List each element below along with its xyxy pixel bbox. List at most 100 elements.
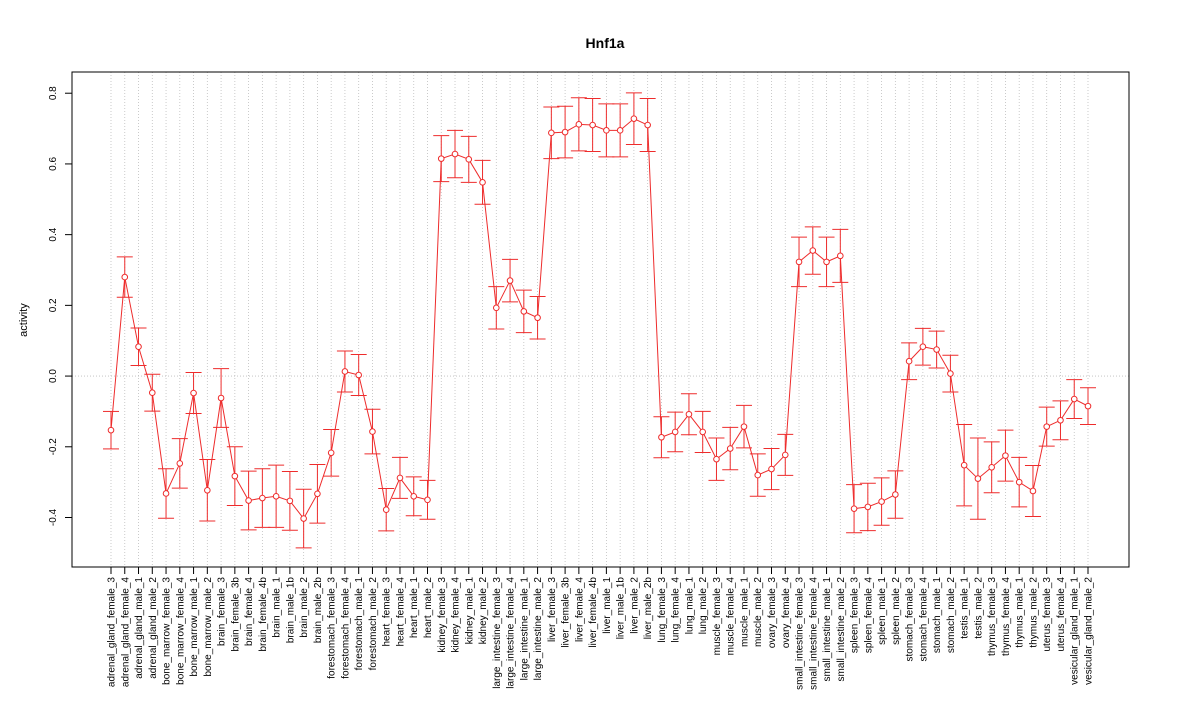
data-point	[121, 273, 129, 281]
x-tick-label: testis_male_2	[973, 577, 984, 639]
data-point	[837, 252, 844, 260]
data-point	[878, 498, 885, 505]
data-point	[190, 389, 197, 397]
x-tick-label: large_intestine_male_2	[533, 577, 544, 681]
x-tick-label: vesicular_gland_male_2	[1084, 577, 1095, 685]
x-tick-label: small_intestine_female_4	[808, 577, 819, 690]
x-tick-label: liver_male_1b	[616, 577, 627, 640]
data-point	[300, 515, 307, 522]
x-tick-label: stomach_male_1	[932, 577, 943, 654]
data-point	[685, 410, 693, 418]
x-tick-label: liver_female_4b	[588, 577, 599, 648]
x-tick-label: heart_male_2	[423, 577, 434, 639]
series	[103, 92, 1096, 549]
x-tick-label: muscle_female_4	[726, 577, 737, 656]
data-point	[107, 426, 115, 434]
series-line	[110, 118, 1089, 520]
y-tick-label: 0.8	[48, 86, 59, 100]
y-axis: -0.4 -0.2 0.0 0.2 0.4 0.6 0.8	[48, 86, 72, 526]
data-point	[726, 445, 734, 452]
x-tick-label: uterus_female_4	[1056, 577, 1067, 652]
x-tick-label: spleen_male_1	[877, 577, 888, 645]
x-tick-label: large_intestine_male_1	[519, 577, 530, 681]
y-tick-label: 0.4	[48, 227, 59, 241]
x-tick-label: liver_male_1	[602, 577, 613, 634]
data-point	[314, 490, 321, 498]
data-point	[823, 258, 830, 266]
data-point	[465, 156, 473, 163]
x-tick-label: lung_male_2	[698, 577, 709, 635]
data-point	[135, 343, 142, 351]
data-point	[410, 492, 418, 500]
data-point	[699, 428, 707, 436]
x-tick-label: uterus_female_3	[1042, 577, 1053, 652]
data-point	[1057, 416, 1064, 424]
y-tick-label: -0.4	[48, 508, 59, 526]
x-tick-label: heart_male_1	[409, 577, 420, 639]
x-tick-label: brain_female_4	[244, 577, 255, 646]
chart-title: Hnf1a	[586, 35, 625, 51]
data-point	[905, 357, 913, 365]
data-point	[658, 433, 665, 441]
x-tick-label: large_intestine_female_3	[492, 577, 503, 689]
x-tick-label: heart_female_4	[395, 577, 406, 647]
x-tick-label: adrenal_gland_female_3	[107, 577, 118, 688]
data-point	[740, 423, 748, 430]
data-point	[892, 491, 899, 498]
data-point	[148, 389, 156, 396]
data-point	[1015, 478, 1023, 486]
x-tick-label: forestomach_male_1	[354, 577, 365, 671]
data-point	[988, 463, 995, 471]
x-tick-label: lung_male_1	[684, 577, 695, 635]
data-point	[437, 155, 445, 162]
data-point	[795, 258, 803, 266]
data-point	[850, 505, 858, 512]
x-tick-label: liver_male_2b	[643, 577, 654, 640]
x-tick-label: forestomach_female_3	[327, 577, 338, 679]
x-tick-label: adrenal_gland_female_4	[120, 577, 131, 688]
x-tick-label: small_intestine_female_3	[795, 577, 806, 690]
data-point	[548, 129, 555, 137]
x-tick-label: heart_female_3	[382, 577, 393, 647]
x-tick-label: muscle_female_3	[712, 577, 723, 656]
x-tick-label: thymus_male_2	[1028, 577, 1039, 648]
x-tick-label: brain_male_1b	[285, 577, 296, 644]
data-point	[176, 460, 184, 467]
data-point	[1029, 487, 1037, 495]
x-tick-label: adrenal_gland_male_1	[134, 577, 145, 679]
x-tick-label: bone_marrow_female_4	[175, 577, 186, 685]
x-tick-label: bone_marrow_male_1	[189, 577, 200, 677]
data-point	[561, 128, 569, 136]
data-point	[492, 304, 500, 312]
x-tick-label: kidney_female_4	[451, 577, 462, 653]
x-tick-label: muscle_male_1	[739, 577, 750, 647]
x-tick-label: large_intestine_female_4	[506, 577, 517, 689]
x-tick-label: thymus_female_4	[1001, 577, 1012, 656]
y-tick-label: 0.0	[48, 369, 59, 383]
data-point	[204, 486, 211, 494]
data-point	[1043, 423, 1051, 430]
x-tick-label: bone_marrow_male_2	[203, 577, 214, 677]
data-point	[1070, 395, 1078, 403]
data-point	[630, 115, 638, 122]
x-tick-label: brain_male_2	[299, 577, 310, 638]
x-tick-label: stomach_male_2	[946, 577, 957, 654]
data-point	[534, 314, 541, 322]
x-tick-label: forestomach_female_4	[340, 577, 351, 679]
x-axis: adrenal_gland_female_3 adrenal_gland_fema…	[107, 567, 1095, 690]
data-point	[603, 127, 610, 134]
grid	[72, 72, 1129, 567]
data-point	[162, 490, 170, 497]
x-tick-label: liver_female_4	[574, 577, 585, 642]
x-tick-label: adrenal_gland_male_2	[148, 577, 159, 679]
x-tick-label: brain_female_3	[217, 577, 228, 646]
data-point	[960, 461, 968, 469]
x-tick-label: ovary_female_4	[781, 577, 792, 649]
data-point	[396, 474, 404, 482]
x-tick-label: liver_female_3b	[561, 577, 572, 648]
x-tick-label: muscle_male_2	[753, 577, 764, 647]
x-tick-label: stomach_female_3	[905, 577, 916, 662]
x-tick-label: lung_female_4	[671, 577, 682, 643]
data-point	[864, 503, 872, 511]
